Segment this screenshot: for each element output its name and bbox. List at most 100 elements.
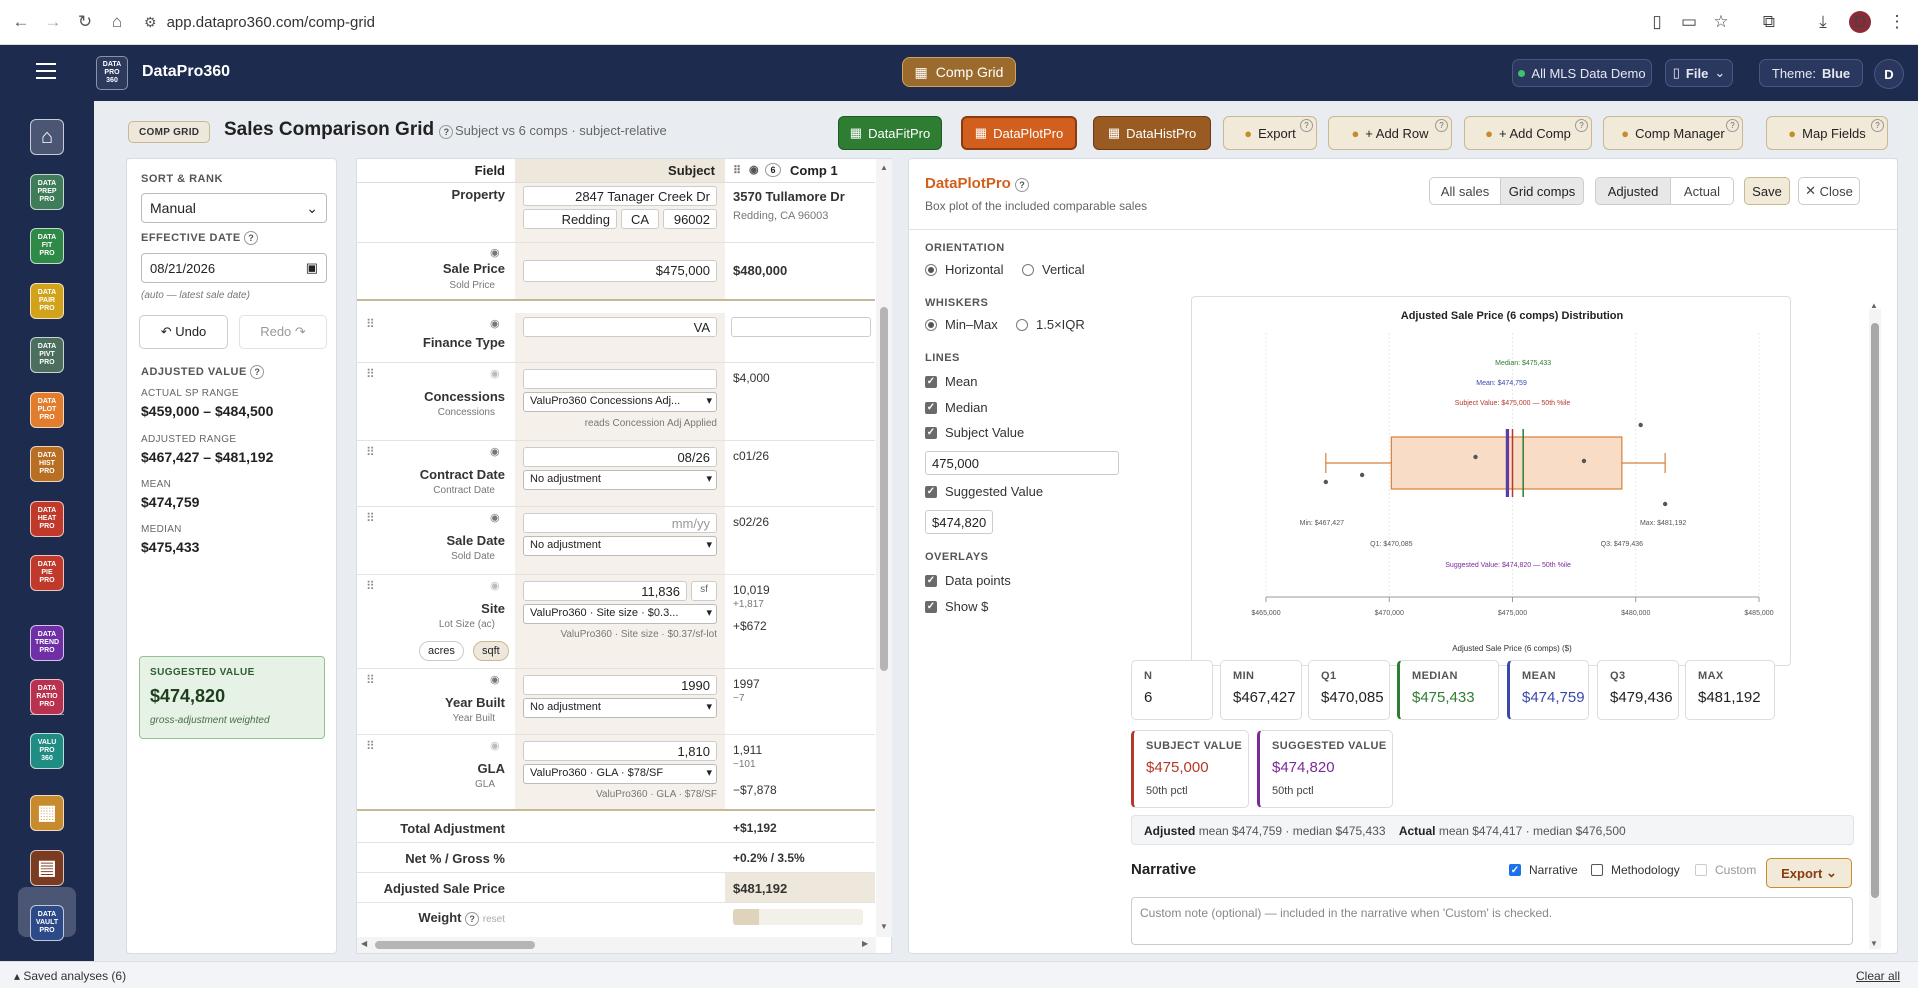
iqr-radio[interactable]: 1.5×IQR — [1016, 317, 1085, 332]
comp-finance-input[interactable] — [731, 317, 871, 337]
rail-home-icon[interactable]: ⌂ — [30, 119, 64, 155]
download-icon[interactable]: ⤓ — [1819, 12, 1827, 31]
add-comp-button[interactable]: ● + Add Comp? — [1464, 116, 1592, 150]
scroll-thumb[interactable] — [880, 307, 888, 671]
rail-data-fit-pro-icon[interactable]: DATA FIT PRO — [30, 228, 64, 264]
drag-handle-icon[interactable]: ⠿ — [366, 739, 375, 753]
comp-manager-button[interactable]: ● Comp Manager? — [1603, 116, 1743, 150]
suggested-value-checkbox[interactable]: ✓ Suggested Value — [925, 484, 1044, 499]
map-fields-button[interactable]: ● Map Fields? — [1766, 116, 1888, 150]
rail-data-plot-pro-icon[interactable]: DATA PLOT PRO — [30, 392, 64, 428]
subject-zip-input[interactable]: 96002 — [663, 209, 717, 229]
sale-date-adjustment-select[interactable]: No adjustment — [523, 536, 717, 556]
datahistpro-button[interactable]: ▦ DataHistPro — [1093, 116, 1211, 150]
rail-data-pie-pro-icon[interactable]: DATA PIE PRO — [30, 555, 64, 591]
scroll-thumb[interactable] — [1871, 323, 1879, 898]
eye-icon[interactable]: ◉ — [490, 368, 500, 380]
help-icon[interactable]: ? — [244, 231, 259, 245]
rail-data-ratio-pro-icon[interactable]: DATA RATIO PRO — [30, 679, 64, 715]
address-bar[interactable]: ⚙ app.datapro360.com/comp-grid — [144, 7, 1644, 37]
home-icon[interactable]: ⌂ — [111, 12, 123, 31]
site-adjustment-select[interactable]: ValuPro360 · Site size · $0.3... — [523, 604, 717, 624]
mean-checkbox[interactable]: ✓ Mean — [925, 374, 978, 389]
rail-data-vault-pro-icon[interactable]: DATA VAULT PRO — [30, 905, 64, 941]
scroll-thumb[interactable] — [375, 941, 535, 949]
vertical-radio[interactable]: Vertical — [1022, 262, 1085, 277]
custom-note-textarea[interactable]: Custom note (optional) — included in the… — [1131, 897, 1853, 945]
help-icon[interactable]: ? — [439, 125, 454, 139]
extensions-icon[interactable]: ⧉ — [1762, 12, 1776, 31]
eye-icon[interactable]: ◉ — [749, 164, 759, 176]
drag-handle-icon[interactable]: ⠿ — [366, 511, 375, 525]
eye-icon[interactable]: ◉ — [490, 247, 500, 259]
drag-handle-icon[interactable]: ⠿ — [366, 367, 375, 381]
rail-data-pivot-icon[interactable]: DATA PIVT PRO — [30, 337, 64, 373]
calendar-icon[interactable]: ▣ — [305, 260, 318, 275]
drag-handle-icon[interactable]: ⠿ — [366, 445, 375, 459]
rail-valu-pro-360-icon[interactable]: VALU PRO 360 — [30, 733, 64, 769]
export-button[interactable]: ● Export? — [1223, 116, 1317, 150]
rail-data-prep-icon[interactable]: DATA PREP PRO — [30, 174, 64, 210]
scroll-right-icon[interactable]: ▶ — [862, 939, 869, 948]
save-button[interactable]: Save — [1744, 177, 1790, 205]
gla-adjustment-select[interactable]: ValuPro360 · GLA · $78/SF — [523, 764, 717, 784]
reload-icon[interactable]: ↻ — [77, 12, 93, 31]
scroll-down-icon[interactable]: ▼ — [880, 922, 888, 931]
dataplotpro-button[interactable]: ▦ DataPlotPro — [961, 116, 1077, 150]
drag-handle-icon[interactable]: ⠿ — [366, 579, 375, 593]
effective-date-input[interactable]: 08/21/2026 ▣ — [141, 253, 327, 283]
clear-all-link[interactable]: Clear all — [1856, 969, 1901, 983]
user-menu[interactable]: D — [1874, 59, 1904, 89]
acres-toggle[interactable]: acres — [419, 641, 464, 661]
undo-button[interactable]: ↶ Undo — [139, 315, 228, 349]
subject-city-input[interactable]: Redding — [523, 209, 617, 229]
scroll-up-icon[interactable]: ▲ — [1870, 301, 1878, 310]
bookmark-star-icon[interactable]: ☆ — [1713, 12, 1729, 31]
datafitpro-button[interactable]: ▦ DataFitPro — [838, 116, 942, 150]
sale-date-input[interactable]: mm/yy — [523, 513, 717, 533]
help-icon[interactable]: ? — [1871, 119, 1884, 132]
narrative-checkbox[interactable]: ✓ Narrative — [1509, 863, 1578, 877]
subject-value-checkbox[interactable]: ✓ Subject Value — [925, 425, 1025, 440]
rail-data-trend-pro-icon[interactable]: DATA TREND PRO — [30, 625, 64, 661]
help-icon[interactable]: ? — [1726, 119, 1739, 132]
grid-comps-toggle[interactable]: Grid comps — [1500, 177, 1584, 205]
vertical-scrollbar[interactable]: ▲ ▼ — [876, 159, 892, 937]
rail-data-paired-icon[interactable]: DATA PAIR PRO — [30, 283, 64, 319]
help-icon[interactable]: ? — [250, 365, 265, 379]
rail-report-icon[interactable]: ▤ — [30, 850, 64, 886]
menu-icon[interactable] — [36, 63, 56, 79]
show-dollar-checkbox[interactable]: ✓ Show $ — [925, 599, 989, 614]
redo-button[interactable]: Redo ↷ — [239, 315, 327, 349]
profile-avatar[interactable]: D — [1849, 11, 1871, 33]
custom-checkbox[interactable]: Custom — [1695, 863, 1756, 877]
adjusted-toggle[interactable]: Adjusted — [1595, 177, 1671, 205]
close-button[interactable]: ✕ Close — [1798, 177, 1860, 205]
eye-icon[interactable]: ◉ — [490, 740, 500, 752]
help-icon[interactable]: ? — [1435, 119, 1448, 132]
sale-price-input[interactable]: $475,000 — [523, 260, 717, 282]
year-adjustment-select[interactable]: No adjustment — [523, 698, 717, 718]
gla-input[interactable]: 1,810 — [523, 741, 717, 761]
scroll-up-icon[interactable]: ▲ — [880, 163, 888, 172]
back-icon[interactable]: ← — [12, 12, 30, 31]
subject-value-input[interactable]: 475,000 — [925, 451, 1119, 475]
actual-toggle[interactable]: Actual — [1670, 177, 1734, 205]
add-row-button[interactable]: ● + Add Row? — [1328, 116, 1452, 150]
kebab-menu-icon[interactable]: ⋮ — [1888, 12, 1906, 31]
help-icon[interactable]: ? — [1300, 119, 1313, 132]
eye-icon[interactable]: ◉ — [490, 580, 500, 592]
sqft-toggle[interactable]: sqft — [473, 641, 509, 661]
scroll-left-icon[interactable]: ◀ — [361, 939, 368, 948]
eye-icon[interactable]: ◉ — [490, 674, 500, 686]
all-sales-toggle[interactable]: All sales — [1429, 177, 1501, 205]
subject-street-input[interactable]: 2847 Tanager Creek Dr — [523, 186, 717, 206]
finance-input[interactable]: VA — [523, 317, 717, 337]
data-points-checkbox[interactable]: ✓ Data points — [925, 573, 1011, 588]
site-input[interactable]: 11,836 — [523, 581, 687, 601]
year-built-input[interactable]: 1990 — [523, 675, 717, 695]
horizontal-radio[interactable]: Horizontal — [925, 262, 1004, 277]
contract-date-input[interactable]: 08/26 — [523, 447, 717, 467]
help-icon[interactable]: ? — [1575, 119, 1588, 132]
saved-analyses-toggle[interactable]: ▴ Saved analyses (6) — [14, 969, 127, 983]
